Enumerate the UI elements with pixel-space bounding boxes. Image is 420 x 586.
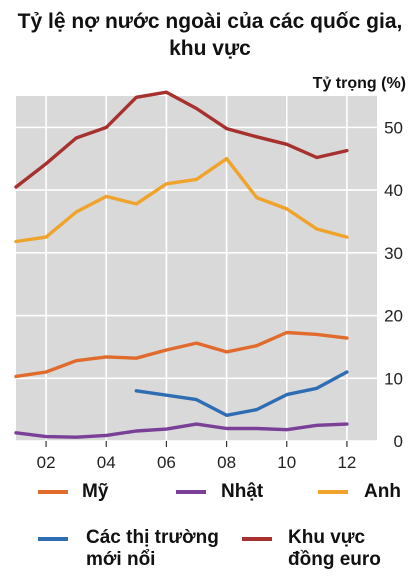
x-tick-label-1: 04 [97,453,116,472]
grid-lines [16,96,377,442]
legend-swatch-nhat [176,490,206,494]
series-line-1 [14,422,349,439]
legend-label-my: Mỹ [82,481,109,502]
y-tick-label-3: 30 [384,244,403,263]
series-layer [14,90,349,439]
x-tick-label-4: 10 [277,453,296,472]
y-tick-label-4: 40 [384,181,403,200]
x-tick-label-0: 02 [37,453,56,472]
series-line-2 [14,156,349,244]
y-axis-label: Tỷ trọng (%) [312,75,406,92]
x-tick-label-2: 06 [157,453,176,472]
legend-label-euro: Khu vực đồng euro [288,527,381,570]
series-line-4 [14,90,349,189]
x-tick-label-3: 08 [217,453,236,472]
y-tick-label-1: 10 [384,369,403,388]
y-tick-label-2: 20 [384,307,403,326]
plot-background [16,96,377,441]
y-axis-ticks: 0 10 20 30 40 50 [384,118,403,451]
legend-swatch-euro [242,537,272,541]
series-line-0 [14,330,349,379]
legend-label-anh: Anh [364,481,401,502]
x-axis-ticks: 02 04 06 08 10 12 [37,441,356,472]
chart-title: Tỷ lệ nợ nước ngoài của các quốc gia, kh… [17,10,403,60]
legend-swatch-anh [318,490,348,494]
legend-swatch-emerging [38,537,68,541]
x-tick-label-5: 12 [337,453,356,472]
legend-label-nhat: Nhật [221,481,264,502]
y-tick-label-5: 50 [384,118,403,137]
legend-swatch-my [38,490,68,494]
legend-label-emerging: Các thị trường mới nổi [86,527,219,570]
series-line-3 [134,370,349,417]
y-tick-label-0: 0 [394,432,403,451]
